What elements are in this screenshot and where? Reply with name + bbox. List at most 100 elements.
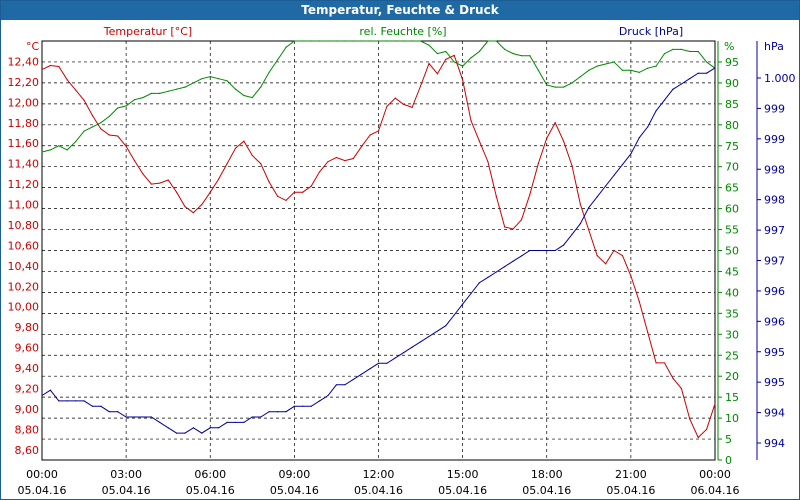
pressure-point (58, 400, 60, 402)
humidity-point (201, 78, 203, 80)
temperature-point (436, 73, 438, 75)
humidity-point (453, 61, 455, 63)
pressure-point (403, 351, 405, 354)
humidity-point (159, 92, 161, 94)
right2-axis-tick: 994 (764, 437, 785, 450)
humidity-point (335, 40, 338, 42)
humidity-point (352, 40, 354, 42)
left-axis-tick: 8,80 (15, 423, 40, 436)
humidity-point (142, 96, 144, 99)
right1-axis-tick: 10 (725, 412, 739, 425)
humidity-point (596, 65, 598, 67)
left-axis-tick: 11,20 (8, 178, 40, 191)
pressure-point (428, 335, 430, 338)
temperature-point (588, 229, 590, 231)
humidity-point (445, 50, 447, 53)
x-tick-date: 05.04.16 (18, 484, 67, 497)
humidity-point (579, 76, 582, 78)
x-tick-date: 06.04.16 (691, 484, 740, 497)
pressure-point (478, 282, 481, 284)
humidity-point (394, 40, 396, 42)
humidity-point (487, 40, 489, 42)
pressure-point (630, 153, 632, 155)
pressure-point (352, 378, 354, 381)
humidity-point (125, 105, 127, 107)
humidity-point (285, 46, 287, 48)
humidity-point (319, 40, 321, 42)
temperature-point (310, 185, 312, 187)
left-axis-tick: 9,60 (15, 342, 40, 355)
temperature-series-label: Temperatur [°C] (103, 25, 192, 38)
pressure-point (117, 411, 119, 413)
humidity-point (512, 52, 514, 55)
temperature-point (192, 212, 195, 214)
left-axis-tick: 10,80 (8, 219, 40, 232)
pressure-point (554, 249, 556, 252)
temperature-point (512, 228, 514, 230)
humidity-point (520, 55, 523, 57)
pressure-point (218, 427, 220, 429)
temperature-point (201, 203, 203, 206)
temperature-series (41, 54, 716, 439)
humidity-point (58, 145, 60, 147)
pressure-point (234, 421, 237, 423)
right2-axis-tick: 998 (764, 194, 785, 207)
humidity-point (419, 40, 422, 42)
pressure-point (537, 249, 539, 252)
right2-axis-tick: 999 (764, 102, 785, 115)
temperature-point (268, 181, 270, 183)
temperature-point (596, 255, 598, 257)
humidity-point (478, 50, 481, 53)
humidity-point (462, 65, 464, 67)
temperature-point (453, 54, 455, 56)
pressure-point (369, 368, 371, 370)
humidity-point (680, 48, 682, 50)
left-axis-tick: 11,60 (8, 137, 40, 150)
temperature-point (251, 154, 253, 157)
pressure-point (327, 394, 329, 397)
temperature-point (209, 191, 211, 193)
temperature-point (327, 160, 329, 163)
temperature-point (344, 159, 346, 162)
pressure-point (83, 400, 85, 402)
temperature-point (218, 178, 220, 180)
humidity-point (209, 76, 211, 78)
right1-axis-unit: % (724, 40, 734, 53)
humidity-point (108, 115, 110, 118)
humidity-point (83, 130, 85, 132)
pressure-point (167, 427, 169, 429)
temperature-point (478, 140, 481, 142)
temperature-point (638, 300, 640, 303)
temperature-point (680, 387, 682, 390)
pressure-point (335, 384, 338, 386)
x-tick-time: 00:00 (699, 468, 731, 481)
right2-axis-tick: 996 (764, 285, 785, 298)
left-axis-tick: 11,40 (8, 158, 40, 171)
pressure-point (579, 223, 582, 225)
pressure-point (520, 255, 523, 257)
pressure-point (176, 432, 178, 434)
temperature-point (520, 219, 523, 221)
left-axis-unit: °C (26, 40, 40, 53)
pressure-point (445, 325, 447, 327)
humidity-point (655, 65, 657, 67)
temperature-point (58, 65, 60, 68)
humidity-point (554, 86, 556, 88)
temperature-point (83, 99, 85, 101)
left-axis-tick: 10,40 (8, 260, 40, 273)
temperature-point (167, 179, 169, 181)
humidity-point (638, 71, 640, 74)
left-axis-tick: 9,00 (15, 403, 40, 416)
pressure-point (419, 341, 422, 343)
humidity-point (192, 82, 195, 84)
humidity-point (150, 92, 152, 94)
temperature-point (697, 436, 699, 439)
humidity-point (571, 82, 573, 84)
pressure-point (529, 249, 531, 252)
pressure-point (605, 185, 607, 187)
temperature-point (705, 428, 708, 430)
right1-axis-tick: 30 (725, 328, 739, 341)
temperature-point (445, 58, 447, 60)
temperature-point (108, 134, 110, 136)
pressure-point (495, 271, 497, 273)
